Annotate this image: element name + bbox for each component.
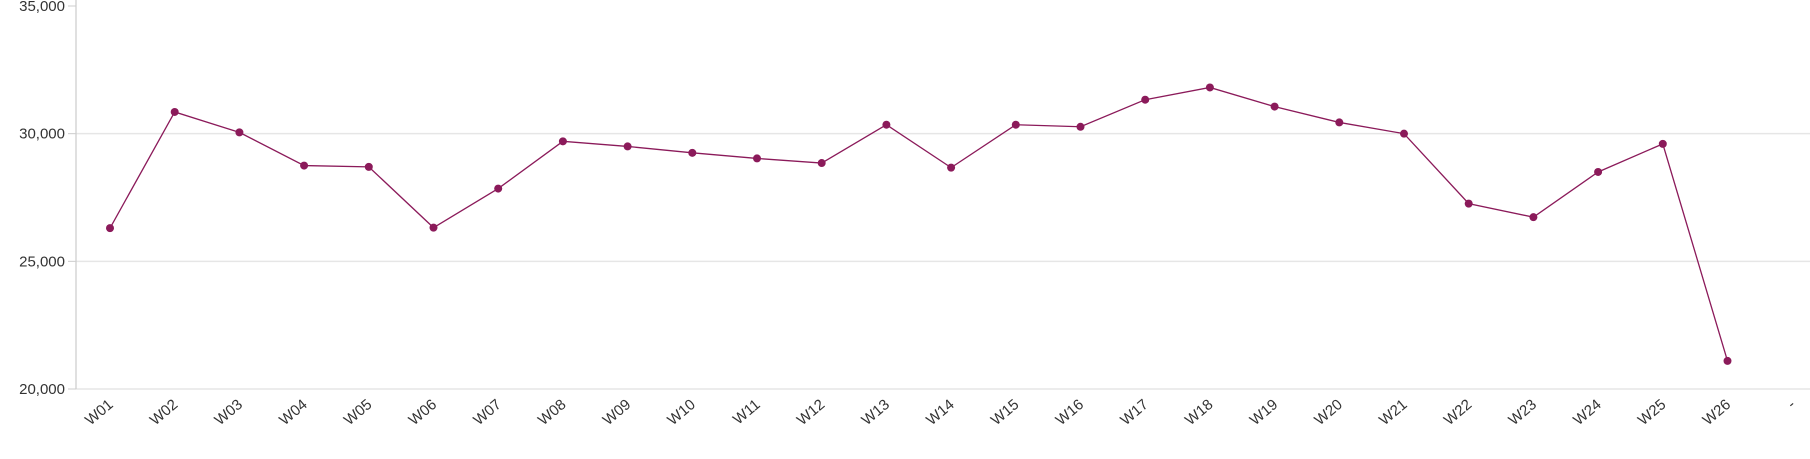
x-tick-label: W21: [1376, 396, 1411, 429]
x-tick-label: W03: [211, 396, 246, 429]
data-point: [1723, 356, 1732, 365]
data-point: [106, 224, 114, 233]
x-tick-label: W18: [1182, 396, 1217, 429]
data-point: [429, 223, 438, 232]
y-tick-label: 35,000: [19, 0, 65, 15]
x-tick-label: W12: [794, 396, 829, 429]
data-point: [300, 161, 309, 170]
x-tick-label: W04: [276, 396, 311, 429]
x-tick-label: -: [1784, 396, 1799, 412]
x-tick-label: W06: [406, 396, 441, 429]
data-point: [1335, 118, 1344, 127]
data-point: [1594, 167, 1603, 176]
data-point: [1400, 129, 1408, 138]
x-tick-label: W19: [1247, 396, 1282, 429]
x-tick-label: W10: [664, 396, 699, 429]
y-tick-label: 20,000: [19, 381, 65, 398]
x-tick-label: W11: [730, 396, 764, 428]
y-tick-label: 25,000: [19, 253, 65, 270]
x-tick-label: W01: [82, 396, 117, 429]
data-point: [364, 162, 373, 171]
data-point: [947, 163, 956, 172]
x-tick-label: W08: [535, 396, 570, 429]
x-tick-label: W20: [1311, 396, 1346, 429]
x-tick-label: W02: [147, 396, 182, 429]
x-tick-label: W26: [1700, 396, 1735, 429]
data-point: [1011, 120, 1020, 129]
data-point: [1464, 199, 1473, 208]
data-point: [558, 137, 567, 146]
data-point: [1205, 83, 1214, 92]
x-tick-label: W23: [1505, 396, 1540, 429]
x-tick-label: W13: [858, 396, 893, 429]
x-tick-label: W17: [1117, 396, 1152, 429]
x-tick-label: W22: [1441, 396, 1476, 429]
x-tick-label: W07: [470, 396, 505, 429]
data-point: [1658, 139, 1667, 148]
data-point: [753, 154, 761, 163]
x-tick-label: W05: [341, 396, 376, 429]
data-point: [1529, 213, 1538, 222]
x-tick-label: W14: [923, 396, 958, 429]
data-point: [1141, 95, 1150, 104]
y-tick-label: 30,000: [19, 126, 65, 143]
series-line: [109, 86, 1729, 362]
data-point: [170, 107, 179, 116]
data-point: [817, 159, 826, 168]
x-tick-label: W24: [1570, 396, 1605, 429]
data-point: [1076, 122, 1085, 131]
data-point: [235, 128, 244, 137]
data-point: [688, 148, 697, 157]
x-tick-label: W15: [988, 396, 1023, 429]
x-tick-label: W16: [1053, 396, 1088, 429]
x-tick-label: W25: [1635, 396, 1670, 429]
data-point: [623, 142, 632, 151]
data-point: [494, 184, 503, 193]
data-point: [1270, 102, 1279, 111]
x-tick-label: W09: [600, 396, 635, 429]
data-point: [882, 120, 891, 129]
